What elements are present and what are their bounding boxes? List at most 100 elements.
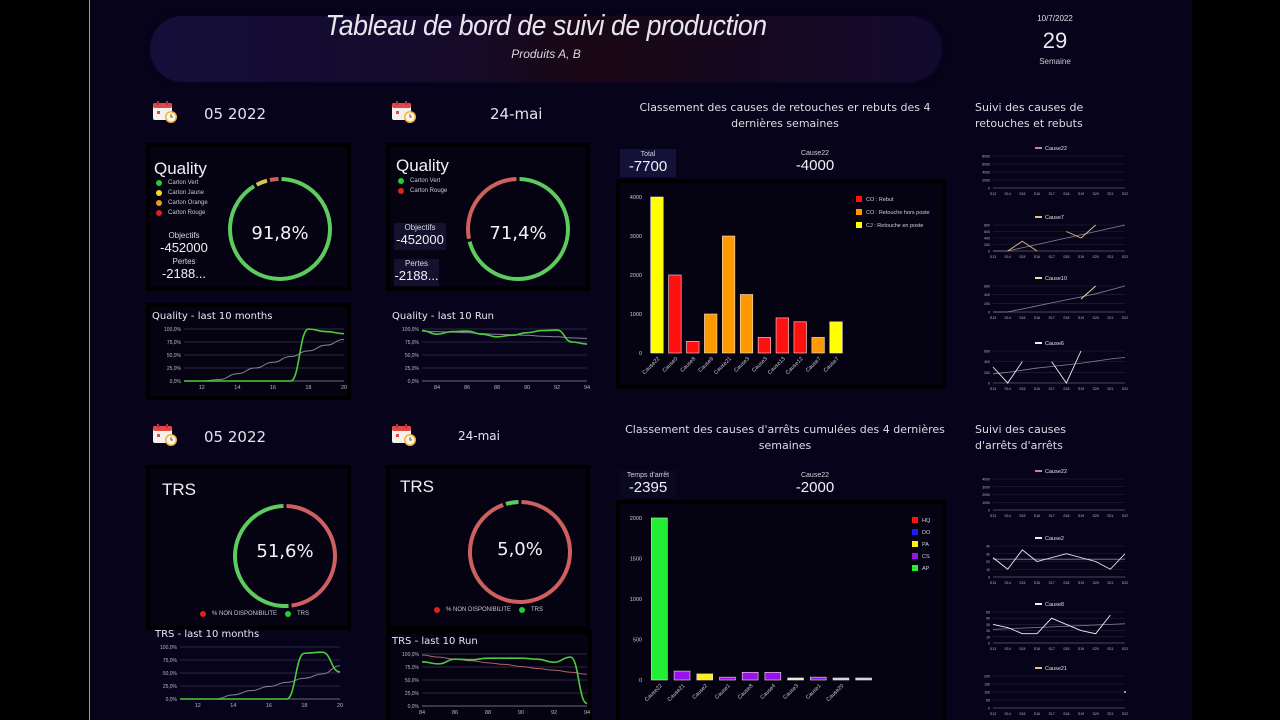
trs-month-period: 05 2022	[204, 428, 267, 446]
cause2-mini-chart: Cause2 0 10 20 30 40 S13 S14 S15 S16 S17 S18 S19 S20 S…	[973, 532, 1133, 589]
x-tick-label: S20	[1093, 712, 1099, 716]
x-tick-label: S22	[1122, 255, 1128, 259]
trs-month-panel: TRS 51,6% % NON DISPONIBILITE TRS	[146, 465, 351, 630]
trs-run-legend: % NON DISPONIBILITE TRS	[434, 607, 543, 617]
x-tick-label: S16	[1034, 514, 1040, 518]
y-tick-label: 400	[984, 360, 990, 364]
trs-month-title: TRS	[162, 480, 196, 499]
gauge-segment	[269, 177, 279, 182]
retouches-section-title: Classement des causes de retouches er re…	[639, 101, 931, 130]
x-tick-label: Cause2	[692, 683, 710, 701]
arrets-section-title: Classement des causes d'arrêts cumulées …	[625, 423, 945, 452]
legend-item: Carton Vert	[156, 180, 208, 186]
y-tick-label: 0	[988, 250, 990, 254]
y-tick-label: 0	[988, 509, 990, 513]
bar	[650, 196, 664, 354]
calendar-clock-icon[interactable]	[152, 100, 178, 129]
trs-month-legend: % NON DISPONIBILITE TRS	[200, 611, 309, 621]
cause10-mini-chart: Cause10 0 200 400 600 S13 S14 S15 S16 S17 S18 S19 S2…	[973, 272, 1133, 324]
x-tick-label: 12	[199, 385, 205, 391]
x-tick-label: Cause1	[805, 683, 823, 701]
x-tick-label: S14	[1005, 255, 1011, 259]
y-tick-label: 40	[986, 545, 990, 549]
legend-label: HQ	[922, 518, 931, 524]
cause8-mini-chart: Cause8 0 10 20 30 40 50 S13 S14 S15 S16 S17 S18 S19 S2…	[973, 598, 1133, 655]
bar	[686, 341, 700, 354]
x-tick-label: Cause8	[680, 356, 698, 374]
retouches-bar-svg: 0 1000 2000 3000 4000 Cause22 Cause0 Cause8 Caus…	[630, 195, 930, 376]
x-tick-label: S22	[1122, 316, 1128, 320]
x-tick-label: Cause7	[823, 356, 841, 374]
trs-run-gauge	[468, 500, 572, 604]
quality-run-gauge	[466, 177, 570, 281]
data-point	[1124, 691, 1126, 693]
legend-label: PA	[922, 542, 929, 548]
y-tick-label: 200	[984, 243, 990, 247]
x-tick-label: S19	[1078, 514, 1084, 518]
y-tick-label: 100,0%	[402, 327, 420, 333]
x-tick-label: S22	[1122, 647, 1128, 651]
x-tick-label: S14	[1005, 514, 1011, 518]
y-tick-label: 75,0%	[405, 665, 420, 671]
x-tick-label: S19	[1078, 647, 1084, 651]
legend-swatch	[912, 565, 918, 571]
bar	[855, 677, 872, 681]
legend-swatch	[1035, 537, 1042, 539]
quality-run-line-svg: 0,0% 25,0% 50,0% 75,0% 100,0% 84 86 88 90 92 94	[402, 327, 590, 391]
gauge-segment	[467, 177, 570, 281]
chart-title: TRS - last 10 Run	[392, 636, 478, 647]
y-tick-label: 100,0%	[402, 652, 420, 658]
x-tick-label: S19	[1078, 581, 1084, 585]
x-tick-label: S19	[1078, 712, 1084, 716]
x-tick-label: 84	[434, 385, 440, 391]
legend-dot	[398, 178, 404, 184]
x-tick-label: S17	[1049, 712, 1055, 716]
x-tick-label: S20	[1093, 581, 1099, 585]
quality-run-legend: Carton Vert Carton Rouge	[398, 178, 447, 198]
y-tick-label: 4000	[982, 171, 990, 175]
series-line	[992, 549, 1126, 570]
y-tick-label: 75,0%	[405, 340, 420, 346]
bar	[793, 321, 807, 354]
week-label: Semaine	[1039, 57, 1071, 66]
y-tick-label: 150	[984, 683, 990, 687]
dashboard-page: Tableau de bord de suivi de production P…	[89, 0, 1192, 720]
bar	[832, 677, 850, 681]
y-tick-label: 0	[988, 707, 990, 711]
y-tick-label: 1000	[630, 597, 642, 603]
y-tick-label: 50,0%	[163, 671, 178, 677]
calendar-clock-icon[interactable]	[391, 423, 417, 452]
bar	[787, 677, 804, 681]
series-line-trs	[179, 651, 341, 700]
y-tick-label: 50	[986, 699, 990, 703]
quality-10-months-chart: Quality - last 10 months 0,0% 25,0% 50,0% 7…	[146, 303, 351, 400]
legend-item: Carton Rouge	[398, 188, 447, 194]
x-tick-label: S15	[1019, 514, 1025, 518]
retouches-top-cause: Cause22 -4000	[686, 148, 944, 178]
y-tick-label: 0	[988, 311, 990, 315]
x-tick-label: Cause1	[714, 683, 732, 701]
objectifs-kpi: Objectifs -452000	[394, 223, 446, 250]
y-tick-label: 100,0%	[164, 327, 182, 333]
x-tick-label: S13	[990, 712, 996, 716]
quality-run-panel: Quality Carton Vert Carton Rouge Objecti…	[386, 143, 590, 291]
x-tick-label: Cause21	[713, 356, 733, 376]
pertes-kpi: Pertes -2188...	[394, 259, 439, 286]
calendar-clock-icon[interactable]	[391, 100, 417, 129]
mini-title: Cause22	[1045, 146, 1067, 152]
y-tick-label: 500	[633, 638, 642, 644]
legend-label: DO	[922, 530, 931, 536]
x-tick-label: 94	[584, 385, 590, 391]
x-tick-label: S17	[1049, 192, 1055, 196]
quality-month-gauge	[228, 177, 332, 281]
x-tick-label: S13	[990, 647, 996, 651]
suivi-retouches-title: Suivi des causes de retouches et rebuts	[975, 101, 1084, 130]
y-tick-label: 50,0%	[405, 678, 420, 684]
trs-run-line-svg: 0,0% 25,0% 50,0% 75,0% 100,0% 84 86 88 90 92 94	[402, 652, 590, 716]
legend-item: % NON DISPONIBILITE	[200, 611, 277, 617]
calendar-clock-icon[interactable]	[152, 423, 178, 452]
legend-item: % NON DISPONIBILITE	[434, 607, 511, 613]
x-tick-label: S21	[1107, 192, 1113, 196]
x-tick-label: S21	[1107, 647, 1113, 651]
y-tick-label: 0	[639, 351, 642, 357]
